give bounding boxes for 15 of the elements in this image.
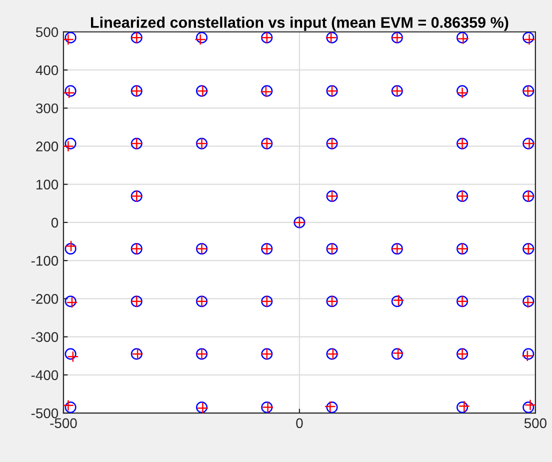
y-tick-label: 300 [36,103,58,114]
y-tick-label: 200 [36,142,58,152]
y-tick-label: -300 [31,332,58,342]
y-tick-label: 500 [36,27,58,38]
x-tick-label: -500 [50,418,77,428]
y-tick-label: -100 [31,256,58,266]
y-tick-label: -400 [31,370,58,380]
y-tick-label: 0 [51,218,58,228]
y-tick-label: 400 [36,65,58,76]
y-tick-label: -200 [31,294,58,304]
x-tick-label: 0 [296,418,303,428]
y-tick-label: -500 [31,408,58,418]
chart-title: Linearized constellation vs input (mean EVM = 0.86359 %) [91,16,508,31]
x-tick-label: 500 [524,418,546,428]
y-tick-label: 100 [36,180,58,190]
